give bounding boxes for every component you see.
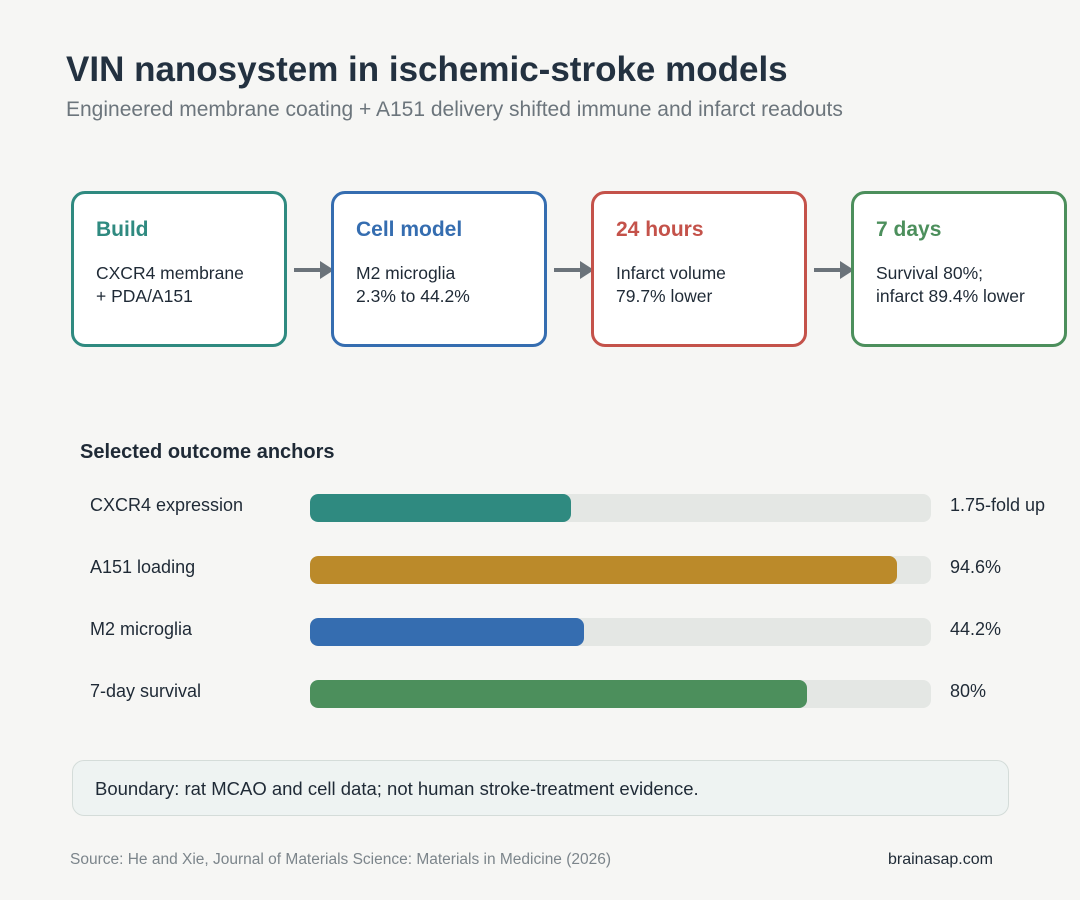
page-title: VIN nanosystem in ischemic-stroke models [66,50,788,89]
step-card-build: Build CXCR4 membrane + PDA/A151 [71,191,287,347]
arrow-right-icon [294,261,334,279]
bar-label: M2 microglia [90,619,193,639]
step-detail-line: infarct 89.4% lower [876,286,1025,306]
bar-track [310,556,931,584]
step-detail-line: Infarct volume [616,263,726,283]
bar-fill [310,618,585,646]
step-card-cell-model: Cell model M2 microglia 2.3% to 44.2% [331,191,547,347]
step-title: 7 days [876,218,942,241]
source-citation: Source: He and Xie, Journal of Materials… [70,851,612,868]
step-detail-line: + PDA/A151 [96,286,193,306]
step-title: Cell model [356,218,463,241]
arrow-right-icon [554,261,594,279]
step-detail-line: Survival 80%; [876,263,983,283]
boundary-note-text: Boundary: rat MCAO and cell data; not hu… [95,778,699,799]
arrow-right-icon [814,261,854,279]
bar-track [310,680,931,708]
step-title: 24 hours [616,218,704,241]
page-subtitle: Engineered membrane coating + A151 deliv… [66,98,843,121]
step-title: Build [96,218,149,241]
bar-label: A151 loading [90,557,196,577]
bar-track [310,494,931,522]
chart-title: Selected outcome anchors [80,441,335,463]
step-detail-line: 2.3% to 44.2% [356,286,470,306]
bar-label: 7-day survival [90,681,202,701]
bar-label: CXCR4 expression [90,495,244,515]
bar-fill [310,494,571,522]
step-detail-line: M2 microglia [356,263,456,283]
bar-fill [310,556,898,584]
boundary-note: Boundary: rat MCAO and cell data; not hu… [72,760,1009,816]
step-card-24-hours: 24 hours Infarct volume 79.7% lower [591,191,807,347]
step-detail-line: CXCR4 membrane [96,263,244,283]
bar-fill [310,680,807,708]
bar-value-label: 44.2% [950,619,1002,639]
bar-track [310,618,931,646]
bar-value-label: 1.75-fold up [950,495,1046,515]
step-detail-line: 79.7% lower [616,286,713,306]
bar-value-label: 94.6% [950,557,1002,577]
site-link[interactable]: brainasap.com [888,851,993,868]
step-card-7-days: 7 days Survival 80%; infarct 89.4% lower [851,191,1067,347]
bar-value-label: 80% [950,681,987,701]
